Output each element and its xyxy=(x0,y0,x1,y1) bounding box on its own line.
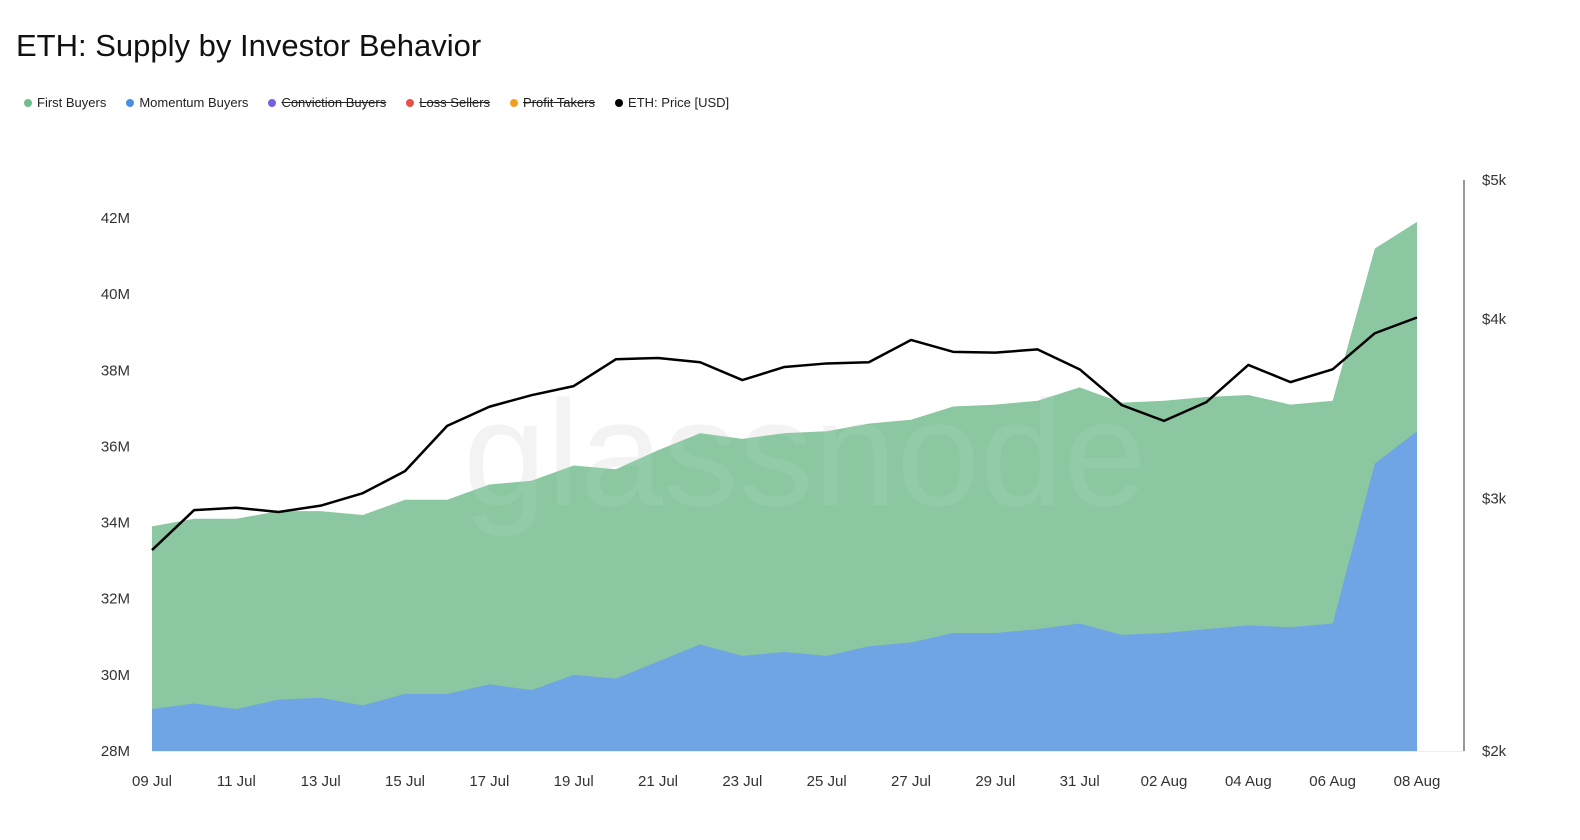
legend-label: First Buyers xyxy=(37,95,107,110)
y-left-tick-label: 36M xyxy=(101,438,130,455)
legend-item-momentum-buyers[interactable]: Momentum Buyers xyxy=(126,95,248,110)
y-right-tick-label: $2k xyxy=(1482,743,1507,760)
legend-label: Profit Takers xyxy=(523,95,596,110)
x-tick-label: 15 Jul xyxy=(385,773,425,790)
legend-item-conviction-buyers[interactable]: Conviction Buyers xyxy=(268,95,386,110)
chart-title: ETH: Supply by Investor Behavior xyxy=(16,28,482,63)
legend-label: Momentum Buyers xyxy=(139,95,249,110)
legend: First Buyers Momentum Buyers Conviction Bu… xyxy=(24,95,729,110)
y-left-tick-label: 34M xyxy=(101,515,130,532)
y-left-tick-label: 38M xyxy=(101,362,130,379)
area-first-buyers xyxy=(152,221,1417,751)
legend-label: Loss Sellers xyxy=(419,95,491,110)
legend-item-eth-price-usd[interactable]: ETH: Price [USD] xyxy=(615,95,729,110)
y-left-tick-label: 30M xyxy=(101,667,130,684)
x-tick-label: 27 Jul xyxy=(891,773,931,790)
legend-item-first-buyers[interactable]: First Buyers xyxy=(24,95,106,110)
x-tick-label: 08 Aug xyxy=(1394,773,1441,790)
x-tick-label: 09 Jul xyxy=(132,773,172,790)
x-tick-label: 23 Jul xyxy=(722,773,762,790)
area-momentum-buyers xyxy=(152,431,1417,751)
legend-dot-icon xyxy=(268,98,277,107)
x-tick-label: 19 Jul xyxy=(554,773,594,790)
x-tick-label: 11 Jul xyxy=(217,773,256,790)
x-tick-label: 02 Aug xyxy=(1141,773,1188,790)
x-tick-label: 13 Jul xyxy=(301,773,341,790)
y-left-tick-label: 40M xyxy=(101,286,130,303)
line-eth-price xyxy=(151,316,1418,551)
y-left-tick-label: 42M xyxy=(101,210,130,227)
y-right-tick-label: $4k xyxy=(1482,311,1507,328)
watermark-overlay: glassnode xyxy=(463,369,1147,537)
legend-dot-icon xyxy=(406,98,415,107)
x-tick-label: 06 Aug xyxy=(1309,773,1356,790)
x-tick-label: 17 Jul xyxy=(469,773,509,790)
y-right-tick-label: $5k xyxy=(1482,172,1507,189)
legend-dot-icon xyxy=(24,98,32,107)
legend-dot-icon xyxy=(615,98,624,107)
y-left-tick-label: 32M xyxy=(101,591,130,608)
x-tick-label: 21 Jul xyxy=(638,773,678,790)
legend-dot-icon xyxy=(126,98,135,107)
x-tick-label: 31 Jul xyxy=(1060,773,1100,790)
legend-label: Conviction Buyers xyxy=(281,95,387,110)
x-tick-label: 04 Aug xyxy=(1225,773,1272,790)
legend-dot-icon xyxy=(510,98,519,107)
legend-item-profit-takers[interactable]: Profit Takers xyxy=(510,95,595,110)
x-tick-label: 25 Jul xyxy=(807,773,847,790)
y-left-tick-label: 28M xyxy=(101,743,130,760)
legend-label: ETH: Price [USD] xyxy=(628,95,730,110)
legend-item-loss-sellers[interactable]: Loss Sellers xyxy=(406,95,490,110)
y-right-tick-label: $3k xyxy=(1482,490,1507,507)
x-tick-label: 29 Jul xyxy=(975,773,1015,790)
